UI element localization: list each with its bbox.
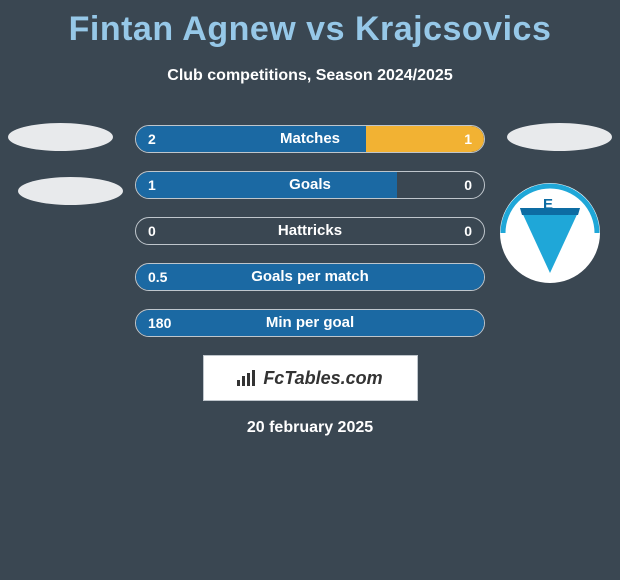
date-text: 20 february 2025 bbox=[0, 419, 620, 437]
stat-label: Goals per match bbox=[136, 264, 484, 290]
stat-row: 0 Hattricks 0 bbox=[135, 217, 485, 245]
stat-label: Hattricks bbox=[136, 218, 484, 244]
svg-text:E: E bbox=[543, 196, 553, 213]
branding-badge: FcTables.com bbox=[203, 355, 418, 401]
stats-container: 2 Matches 1 1 Goals 0 0 Hattricks 0 0.5 … bbox=[135, 125, 485, 337]
stat-label: Matches bbox=[136, 126, 484, 152]
page-title: Fintan Agnew vs Krajcsovics bbox=[0, 0, 620, 49]
player-left-avatar-2 bbox=[18, 177, 123, 205]
stat-value-right: 1 bbox=[464, 126, 472, 152]
player-right-avatar bbox=[507, 123, 612, 151]
team-right-logo: E bbox=[500, 178, 600, 288]
stat-row: 1 Goals 0 bbox=[135, 171, 485, 199]
player-left-avatar-1 bbox=[8, 123, 113, 151]
stat-value-right: 0 bbox=[464, 218, 472, 244]
stat-row: 2 Matches 1 bbox=[135, 125, 485, 153]
branding-text: FcTables.com bbox=[263, 368, 382, 389]
stat-row: 180 Min per goal bbox=[135, 309, 485, 337]
stat-label: Goals bbox=[136, 172, 484, 198]
stat-label: Min per goal bbox=[136, 310, 484, 336]
chart-icon bbox=[237, 370, 257, 386]
subtitle: Club competitions, Season 2024/2025 bbox=[0, 67, 620, 85]
stat-row: 0.5 Goals per match bbox=[135, 263, 485, 291]
stat-value-right: 0 bbox=[464, 172, 472, 198]
